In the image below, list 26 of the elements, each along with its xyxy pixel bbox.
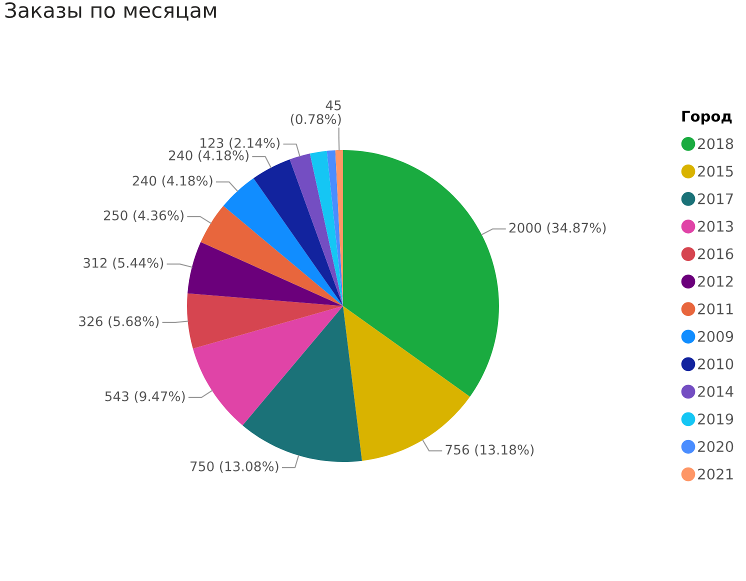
chart-title: Заказы по месяцам [5, 2, 216, 21]
data-label: 543 (9.47%) [105, 391, 185, 403]
legend-label: 2019 [698, 414, 734, 425]
data-label: 2000 (34.87%) [509, 222, 606, 234]
data-label: 756 (13.18%) [446, 444, 534, 456]
data-label: 45 (0.78%) [290, 100, 341, 126]
legend-label: 2018 [698, 138, 734, 150]
legend-label: 2012 [698, 276, 733, 287]
legend-label: 2013 [698, 220, 733, 232]
legend-label: 2014 [698, 386, 734, 398]
data-label: 750 (13.08%) [190, 461, 278, 473]
legend-label: 2010 [698, 358, 734, 370]
data-label: 326 (5.68%) [79, 316, 159, 328]
data-label: 312 (5.44%) [84, 258, 164, 270]
legend-label: 2011 [698, 303, 733, 314]
legend-label: 2015 [698, 166, 733, 177]
data-label: 250 (4.36%) [104, 210, 184, 222]
legend-label: 2020 [698, 441, 734, 452]
legend-label: 2016 [698, 248, 734, 260]
legend-title: Город [682, 110, 732, 125]
data-label: 240 (4.18%) [168, 150, 248, 162]
legend-label: 2017 [698, 193, 733, 204]
data-label: 240 (4.18%) [132, 176, 212, 188]
legend-label: 2021 [698, 468, 733, 480]
legend-label: 2009 [698, 330, 734, 342]
data-label: 123 (2.14%) [200, 138, 280, 150]
